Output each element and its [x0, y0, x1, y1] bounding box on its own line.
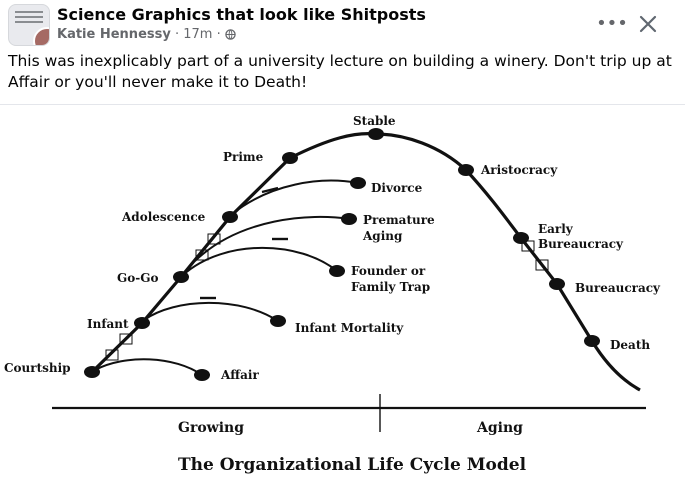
label-bureaucracy: Bureaucracy — [575, 281, 661, 295]
group-name-link[interactable]: Science Graphics that look like Shitpost… — [57, 5, 426, 24]
label-premature-line1: Premature — [363, 213, 435, 227]
stage-dot-stable — [368, 128, 384, 140]
label-death: Death — [610, 338, 650, 352]
post-meta: Katie Hennessy · 17m · — [57, 27, 236, 44]
label-affair: Affair — [220, 368, 259, 382]
label-infant: Infant — [87, 317, 129, 331]
label-founder-line2: Family Trap — [351, 280, 430, 294]
divider — [0, 104, 685, 105]
label-prime: Prime — [223, 150, 264, 164]
affair-arc — [94, 358, 203, 376]
life-cycle-diagram: Courtship Infant Go-Go Adolescence Prime… — [4, 114, 661, 475]
group-avatar-image — [15, 11, 43, 31]
post-image[interactable]: Courtship Infant Go-Go Adolescence Prime… — [0, 106, 685, 484]
globe-icon — [225, 29, 236, 44]
more-options-button[interactable]: ••• — [596, 10, 628, 38]
label-stable: Stable — [353, 114, 396, 128]
stage-dot-adolescence — [222, 211, 238, 223]
label-infant-mortality: Infant Mortality — [295, 321, 404, 335]
stage-dot-early-bureaucracy — [513, 232, 529, 244]
axis-label-growing: Growing — [178, 420, 244, 436]
close-button[interactable] — [634, 10, 662, 38]
post-timestamp[interactable]: 17m — [183, 27, 213, 42]
trap-dot-infant-mortality — [270, 315, 286, 327]
stage-dot-infant — [134, 317, 150, 329]
divorce-arc — [231, 179, 359, 215]
label-premature-line2: Aging — [362, 229, 403, 243]
trap-dot-divorce — [350, 177, 366, 189]
label-gogo: Go-Go — [117, 271, 158, 285]
trap-dot-founder — [329, 265, 345, 277]
more-icon: ••• — [596, 13, 628, 34]
stage-dot-death — [584, 335, 600, 347]
close-icon — [639, 15, 657, 33]
label-early-bureaucracy-line2: Bureaucracy — [538, 237, 624, 251]
group-avatar[interactable] — [8, 4, 50, 46]
stage-dot-gogo — [173, 271, 189, 283]
stage-dot-prime — [282, 152, 298, 164]
user-avatar[interactable] — [33, 27, 49, 45]
step-markers — [105, 233, 549, 361]
post-caption: This was inexplicably part of a universi… — [8, 52, 672, 91]
stage-dot-courtship — [84, 366, 100, 378]
author-name-link[interactable]: Katie Hennessy — [57, 27, 171, 42]
label-divorce: Divorce — [371, 181, 423, 195]
trap-dot-affair — [194, 369, 210, 381]
main-life-curve — [90, 132, 641, 392]
label-founder-line1: Founder or — [351, 264, 426, 278]
label-aristocracy: Aristocracy — [480, 163, 558, 177]
trap-dot-premature — [341, 213, 357, 225]
premature-aging-arc — [194, 215, 350, 262]
stage-dot-bureaucracy — [549, 278, 565, 290]
figure-title: The Organizational Life Cycle Model — [178, 455, 527, 475]
label-adolescence: Adolescence — [121, 210, 206, 224]
axis-label-aging: Aging — [476, 420, 523, 436]
label-courtship: Courtship — [4, 361, 71, 375]
founder-trap-arc — [182, 246, 338, 276]
post-header: Science Graphics that look like Shitpost… — [0, 0, 685, 48]
meta-separator: · — [216, 27, 221, 42]
meta-separator: · — [174, 27, 180, 42]
label-early-bureaucracy-line1: Early — [538, 222, 574, 236]
stage-dot-aristocracy — [458, 164, 474, 176]
infant-mortality-arc — [143, 301, 279, 322]
